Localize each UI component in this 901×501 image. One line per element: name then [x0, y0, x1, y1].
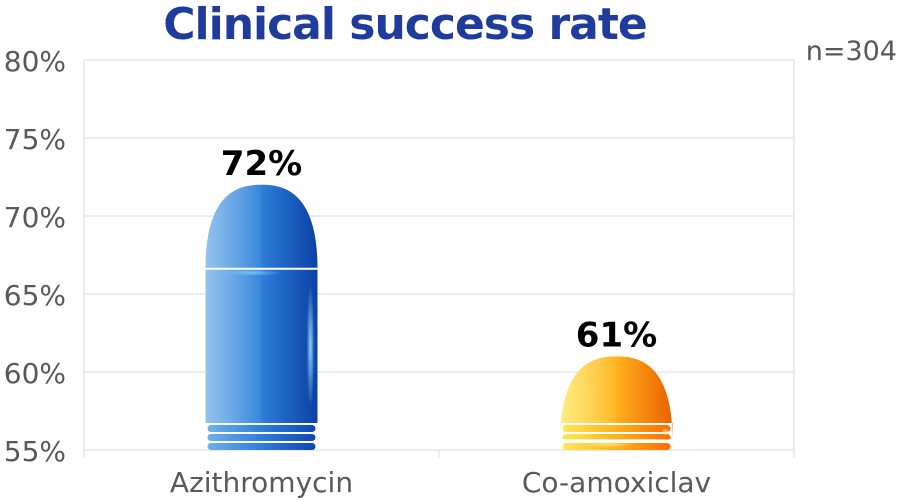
bar-ring — [207, 425, 316, 432]
y-tick-label: 60% — [4, 357, 66, 390]
grid-layer — [83, 59, 795, 458]
bar-shade — [205, 184, 318, 423]
bar-ring — [562, 425, 671, 432]
bar-highlight — [580, 441, 637, 448]
bar-layer — [205, 184, 673, 450]
y-tick-label: 55% — [4, 435, 66, 468]
x-tick-label: Azithromycin — [170, 466, 353, 499]
y-tick-label: 75% — [4, 123, 66, 156]
y-tick-label: 80% — [4, 45, 66, 78]
bar-highlight — [225, 269, 282, 276]
bar-ring — [207, 443, 316, 450]
bar-shade — [560, 356, 673, 441]
axis-layer: 55% 60% 65% 70% 75% 80% — [4, 45, 66, 468]
data-label: 72% — [221, 144, 302, 184]
chart-title: Clinical success rate — [163, 0, 648, 50]
sample-size-label: n=304 — [805, 36, 897, 67]
label-layer: 72% Azithromycin 61% Co-amoxiclav — [170, 144, 711, 499]
y-tick-label: 70% — [4, 201, 66, 234]
bar-glow — [661, 427, 670, 436]
x-tick-label: Co-amoxiclav — [522, 466, 711, 499]
data-label: 61% — [576, 315, 657, 355]
bar-co-amoxiclav — [560, 356, 673, 450]
bar-glow — [306, 284, 315, 408]
bar-azithromycin — [205, 184, 318, 450]
y-tick-label: 65% — [4, 279, 66, 312]
bar-ring — [562, 434, 671, 441]
bar-ring — [207, 434, 316, 441]
